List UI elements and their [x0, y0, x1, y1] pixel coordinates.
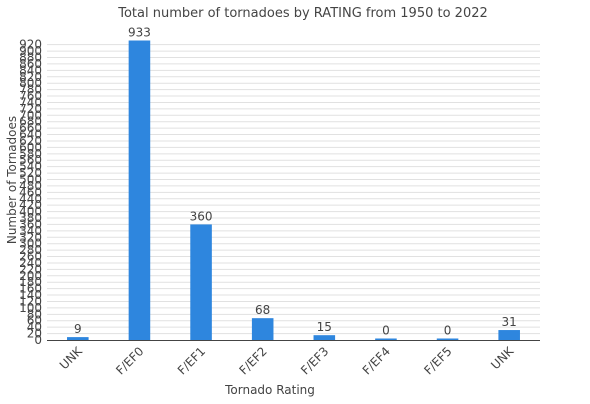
y-tick-label: 440: [19, 192, 42, 206]
x-tick-label: F/EF1: [175, 344, 208, 377]
bar: [128, 40, 151, 340]
y-tick-label: 500: [19, 172, 42, 186]
bar: [436, 338, 459, 340]
x-tick-label: F/EF0: [113, 344, 146, 377]
grid-lines: [47, 44, 540, 335]
y-tick-label: 560: [19, 153, 42, 167]
bar-value-label: 31: [502, 315, 517, 329]
bar-value-label: 933: [128, 26, 151, 40]
y-tick-label: 900: [19, 44, 42, 58]
y-tick-label: 860: [19, 57, 42, 71]
bar: [251, 318, 274, 340]
y-tick-label: 80: [27, 307, 42, 321]
y-axis-title: Number of Tornadoes: [5, 116, 19, 244]
x-tick-label: F/EF5: [421, 344, 454, 377]
y-tick-label: 620: [19, 134, 42, 148]
bar: [313, 335, 336, 340]
y-tick-label: 180: [19, 275, 42, 289]
x-axis-title: Tornado Rating: [224, 383, 315, 397]
y-tick-label: 920: [19, 38, 42, 52]
y-tick-label: 380: [19, 211, 42, 225]
y-tick-label: 400: [19, 205, 42, 219]
y-tick-label: 20: [27, 327, 42, 341]
y-tick-label: 140: [19, 288, 42, 302]
bar: [67, 337, 89, 340]
y-tick-label: 880: [19, 51, 42, 65]
bars: [67, 40, 520, 340]
y-tick-label: 780: [19, 83, 42, 97]
y-tick-label: 600: [19, 140, 42, 154]
y-tick-label: 320: [19, 230, 42, 244]
y-tick-label: 120: [19, 294, 42, 308]
y-tick-label: 460: [19, 185, 42, 199]
x-tick-label: F/EF4: [360, 344, 393, 377]
y-tick-label: 740: [19, 95, 42, 109]
x-tick-label: UNK: [57, 343, 86, 372]
y-tick-label: 680: [19, 115, 42, 129]
bar-value-label: 15: [317, 320, 332, 334]
bar-value-label: 68: [255, 303, 270, 317]
bar-value-label: 0: [444, 324, 452, 338]
x-tick-label: F/EF3: [298, 344, 331, 377]
y-tick-label: 0: [34, 333, 42, 347]
y-axis-ticks: 0204060801001201401601802002202402602803…: [19, 38, 42, 347]
y-tick-label: 820: [19, 70, 42, 84]
y-tick-label: 760: [19, 89, 42, 103]
x-tick-label: F/EF2: [237, 344, 270, 377]
y-tick-label: 280: [19, 243, 42, 257]
y-tick-label: 720: [19, 102, 42, 116]
bar: [375, 338, 397, 340]
bar-value-label: 360: [190, 209, 213, 223]
y-tick-label: 260: [19, 250, 42, 264]
bar: [190, 224, 212, 340]
y-tick-label: 160: [19, 282, 42, 296]
bar-value-label: 9: [74, 322, 82, 336]
bar-value-label: 0: [382, 324, 390, 338]
y-tick-label: 800: [19, 76, 42, 90]
y-tick-label: 300: [19, 237, 42, 251]
y-tick-label: 220: [19, 262, 42, 276]
y-tick-label: 700: [19, 108, 42, 122]
y-tick-label: 420: [19, 198, 42, 212]
y-tick-label: 60: [27, 314, 42, 328]
y-tick-label: 540: [19, 160, 42, 174]
y-tick-label: 40: [27, 320, 42, 334]
y-tick-label: 640: [19, 128, 42, 142]
x-tick-label: UNK: [488, 343, 517, 372]
y-tick-label: 840: [19, 63, 42, 77]
y-tick-label: 240: [19, 256, 42, 270]
x-axis-ticks: UNK F/EF0 F/EF1 F/EF2 F/EF3 F/EF4 F/EF5 UNK: [57, 343, 517, 377]
y-tick-label: 340: [19, 224, 42, 238]
y-tick-label: 100: [19, 301, 42, 315]
y-tick-label: 360: [19, 217, 42, 231]
y-tick-label: 480: [19, 179, 42, 193]
y-tick-label: 200: [19, 269, 42, 283]
chart-title: Total number of tornadoes by RATING from…: [117, 6, 488, 21]
data-labels: 9 933 360 68 15 0 0 31: [74, 26, 517, 338]
y-tick-label: 520: [19, 166, 42, 180]
bar: [498, 330, 520, 340]
y-tick-label: 660: [19, 121, 42, 135]
y-tick-label: 580: [19, 147, 42, 161]
